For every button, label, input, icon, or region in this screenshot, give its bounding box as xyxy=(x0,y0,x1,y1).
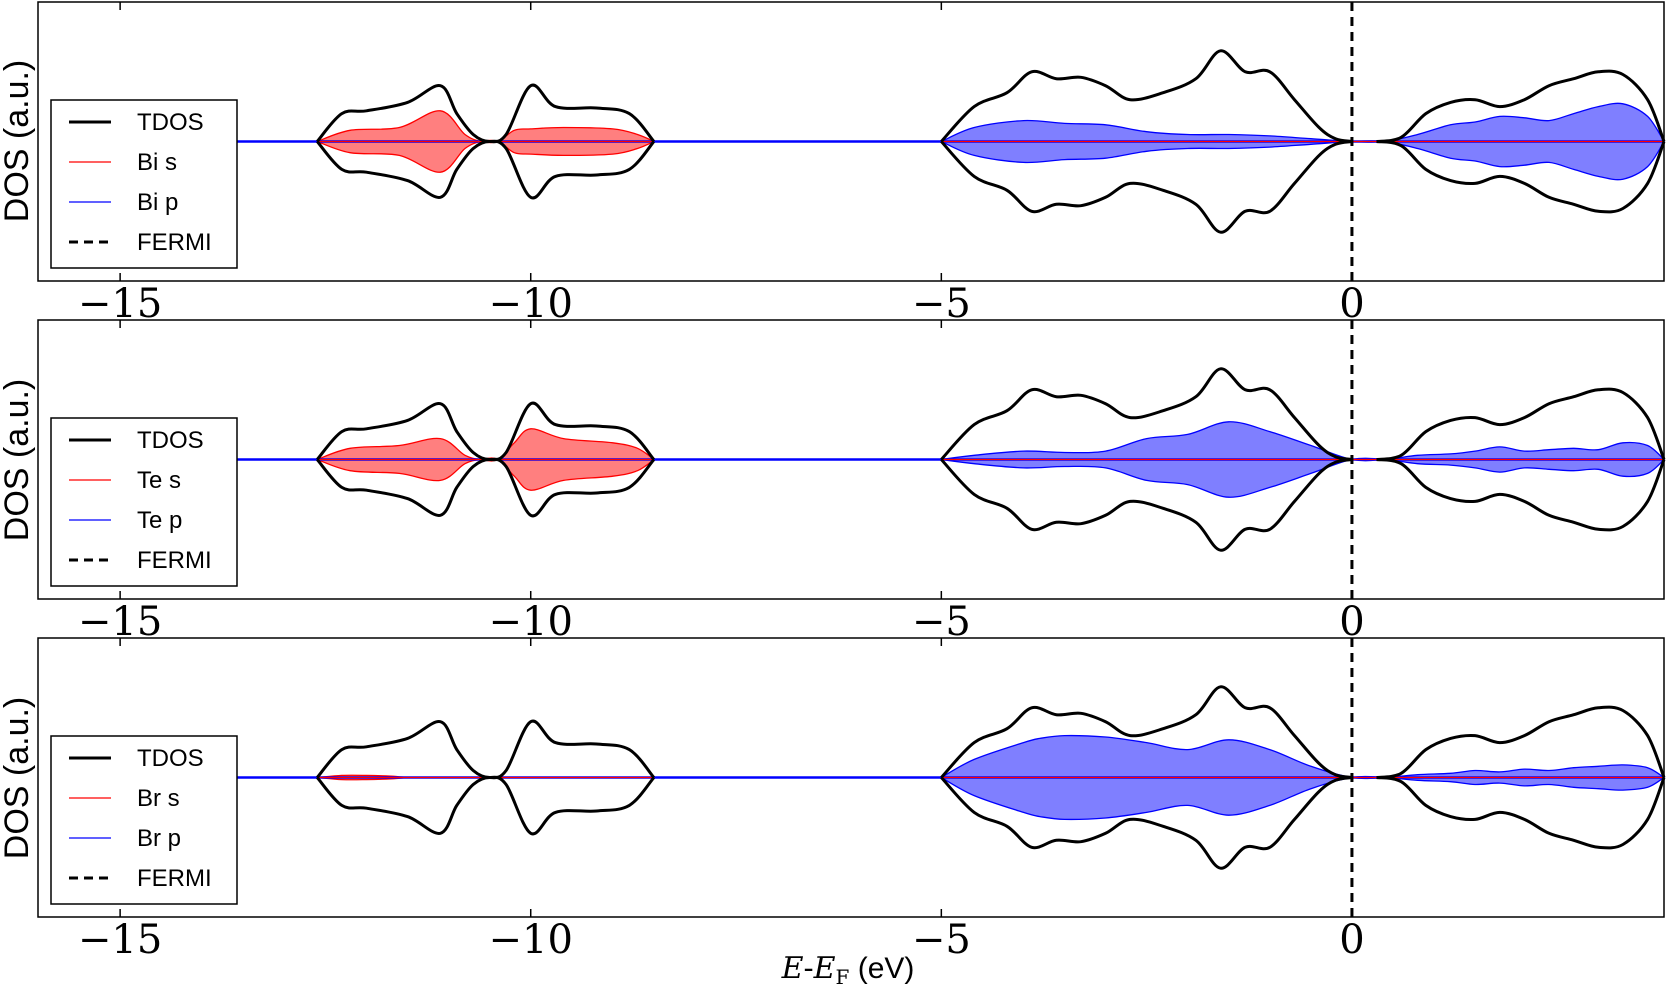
legend-label: Bi s xyxy=(137,149,177,176)
x-tick-label: −5 xyxy=(912,917,971,963)
tdos-line-lower xyxy=(940,776,1353,870)
tdos-line-lower xyxy=(940,140,1353,234)
x-tick-label: −15 xyxy=(78,917,162,963)
legend-label: TDOS xyxy=(137,109,204,136)
tdos-line-upper xyxy=(1376,69,1666,143)
legend-label: Br s xyxy=(137,785,180,812)
legend-label: TDOS xyxy=(137,427,204,454)
legend-label: Te s xyxy=(137,467,181,494)
tdos-line-upper xyxy=(940,685,1353,779)
legend-label: Te p xyxy=(137,507,182,534)
legend-label: Br p xyxy=(137,825,181,852)
tdos-line-upper xyxy=(316,401,656,462)
legend-label: FERMI xyxy=(137,229,212,256)
tdos-line-lower xyxy=(1376,776,1666,850)
x-axis-label: E-EF (eV) xyxy=(781,951,915,989)
tdos-line-lower xyxy=(316,139,656,200)
x-tick-label: −10 xyxy=(489,917,573,963)
legend-box xyxy=(50,417,238,587)
plot-area xyxy=(37,637,1666,918)
legend-label: TDOS xyxy=(137,745,204,772)
tdos-line-upper xyxy=(1376,705,1666,779)
tdos-line-upper xyxy=(316,83,656,144)
tdos-line-lower xyxy=(1376,458,1666,532)
tdos-line-lower xyxy=(940,458,1353,552)
legend-label: FERMI xyxy=(137,865,212,892)
dos-panel-br: −15 −10 −5 0 DOS (a.u.) TDOS Br s Br p FERMI xyxy=(0,637,1666,963)
legend: TDOS Te s Te p FERMI xyxy=(50,417,238,587)
tdos-line-lower xyxy=(1376,140,1666,214)
x-tick-label: 0 xyxy=(1339,917,1364,963)
legend: TDOS Br s Br p FERMI xyxy=(50,735,238,905)
tdos-line-lower xyxy=(316,775,656,836)
tdos-line-lower xyxy=(316,457,656,518)
tdos-line-upper xyxy=(316,719,656,780)
y-axis-label: DOS (a.u.) xyxy=(0,697,36,859)
legend-label: Bi p xyxy=(137,189,178,216)
x-tick-labels: −15 −10 −5 0 xyxy=(78,917,1365,963)
y-axis-label: DOS (a.u.) xyxy=(0,60,36,222)
tdos-line-upper xyxy=(1376,387,1666,461)
legend-box xyxy=(50,735,238,905)
legend-label: FERMI xyxy=(137,547,212,574)
legend: TDOS Bi s Bi p FERMI xyxy=(50,99,238,269)
tdos-line-upper xyxy=(940,49,1353,143)
y-axis-label: DOS (a.u.) xyxy=(0,379,36,541)
tdos-line-upper xyxy=(940,367,1353,461)
legend-box xyxy=(50,99,238,269)
plot-area xyxy=(37,1,1666,282)
plot-area xyxy=(37,319,1666,600)
